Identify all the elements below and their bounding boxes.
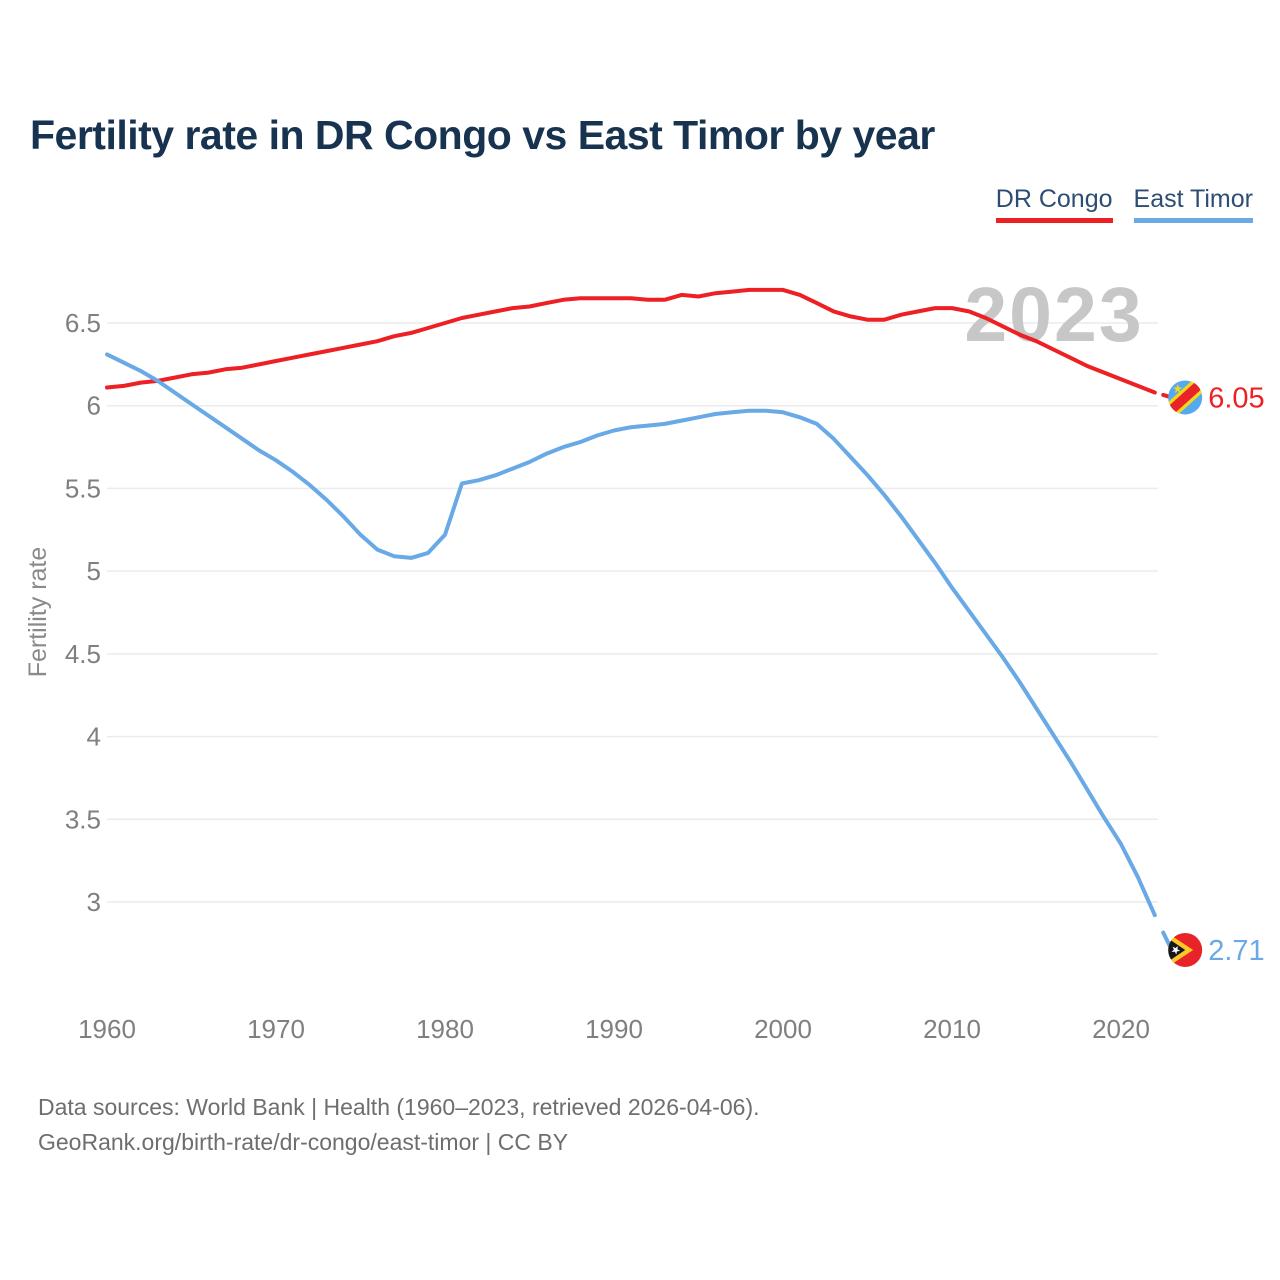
- chart-footer: Data sources: World Bank | Health (1960–…: [38, 1090, 760, 1160]
- x-tick-label: 1970: [247, 1014, 305, 1044]
- flag-marker-east-timor-icon: [1168, 932, 1203, 967]
- watermark-year: 2023: [964, 272, 1143, 358]
- x-tick-label: 2010: [923, 1014, 981, 1044]
- y-tick-label: 4.5: [65, 639, 101, 669]
- legend-label-dr-congo: DR Congo: [995, 185, 1113, 213]
- y-tick-label: 3.5: [65, 804, 101, 834]
- legend: DR Congo East Timor: [995, 185, 1253, 223]
- y-tick-label: 5.5: [65, 473, 101, 503]
- x-tick-label: 1980: [416, 1014, 474, 1044]
- y-tick-label: 3: [87, 887, 101, 917]
- end-value-label-dr-congo: 6.05: [1208, 382, 1264, 414]
- flag-marker-dr-congo-icon: [1168, 380, 1203, 415]
- footer-attribution: GeoRank.org/birth-rate/dr-congo/east-tim…: [38, 1129, 569, 1155]
- x-tick-label: 2020: [1092, 1014, 1150, 1044]
- line-east-timor[interactable]: [105, 352, 1157, 918]
- x-tick-label: 2000: [754, 1014, 812, 1044]
- y-tick-label: 5: [87, 556, 101, 586]
- end-value-label-east-timor: 2.71: [1208, 935, 1264, 967]
- footer-data-sources: Data sources: World Bank | Health (1960–…: [38, 1094, 760, 1120]
- y-tick-label: 4: [87, 722, 101, 752]
- line-dr-congo[interactable]: [105, 287, 1157, 395]
- y-tick-label: 6.5: [65, 308, 101, 338]
- legend-item-dr-congo[interactable]: DR Congo: [995, 185, 1113, 223]
- legend-label-east-timor: East Timor: [1133, 185, 1253, 213]
- y-tick-label: 6: [87, 391, 101, 421]
- page-title: Fertility rate in DR Congo vs East Timor…: [30, 112, 935, 158]
- y-axis-label: Fertility rate: [24, 547, 52, 678]
- x-tick-label: 1990: [585, 1014, 643, 1044]
- legend-item-east-timor[interactable]: East Timor: [1133, 185, 1253, 223]
- x-tick-label: 1960: [78, 1014, 136, 1044]
